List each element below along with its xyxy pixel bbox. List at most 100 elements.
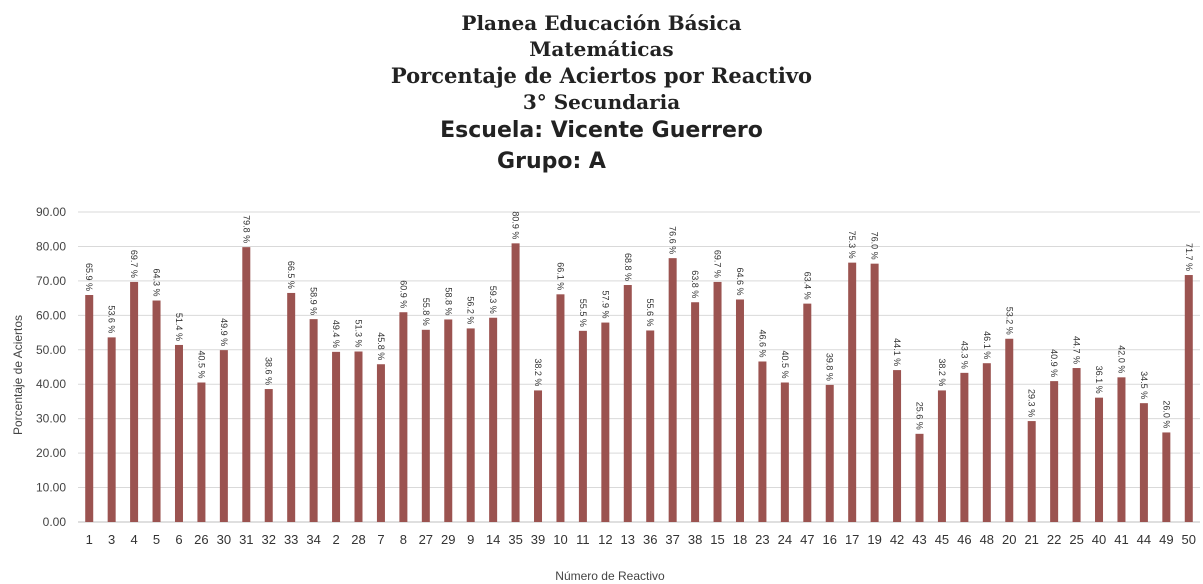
data-label: 79.8 %: [241, 215, 251, 243]
title-line-4: 3° Secundaria: [522, 90, 681, 114]
bar: [556, 294, 565, 522]
bar: [1117, 377, 1126, 522]
y-tick-label: 0.00: [43, 515, 67, 529]
bar: [1050, 381, 1059, 522]
x-tick-label: 1: [86, 532, 93, 547]
x-tick-label: 27: [419, 532, 433, 547]
data-label: 58.8 %: [443, 287, 453, 315]
bar: [197, 382, 206, 522]
bar: [489, 317, 498, 522]
bar: [534, 390, 543, 522]
title-line-3: Porcentaje de Aciertos por Reactivo: [390, 63, 813, 88]
x-tick-label: 35: [508, 532, 522, 547]
data-label: 49.9 %: [219, 318, 229, 346]
bar: [1072, 368, 1081, 522]
x-tick-label: 50: [1182, 532, 1196, 547]
x-tick-label: 29: [441, 532, 455, 547]
x-tick-label: 13: [621, 532, 635, 547]
x-tick-label: 10: [553, 532, 567, 547]
data-label: 58.9 %: [309, 287, 319, 315]
data-label: 39.8 %: [825, 353, 835, 381]
data-label: 56.2 %: [466, 296, 476, 324]
y-axis-label: Porcentaje de Aciertos: [11, 315, 25, 435]
bar: [960, 372, 969, 522]
bar: [893, 370, 902, 522]
x-tick-label: 44: [1137, 532, 1151, 547]
x-tick-label: 48: [980, 532, 994, 547]
x-tick-label: 41: [1114, 532, 1128, 547]
x-tick-label: 42: [890, 532, 904, 547]
x-tick-label: 21: [1024, 532, 1038, 547]
bar: [466, 328, 475, 522]
y-tick-label: 80.00: [36, 239, 66, 253]
bar: [1005, 338, 1014, 522]
x-tick-label: 45: [935, 532, 949, 547]
data-label: 46.6 %: [757, 329, 767, 357]
bar: [735, 299, 744, 522]
data-label: 76.6 %: [668, 226, 678, 254]
data-label: 65.9 %: [84, 263, 94, 291]
data-label: 57.9 %: [600, 291, 610, 319]
x-tick-label: 8: [400, 532, 407, 547]
bar: [264, 389, 273, 522]
data-label: 55.6 %: [645, 298, 655, 326]
bar: [758, 361, 767, 522]
x-tick-label: 2: [332, 532, 339, 547]
bar: [578, 330, 587, 522]
data-label: 25.6 %: [915, 402, 925, 430]
data-label: 43.3 %: [959, 341, 969, 369]
bar: [1095, 397, 1104, 522]
data-label: 45.8 %: [376, 332, 386, 360]
x-tick-label: 46: [957, 532, 971, 547]
data-label: 53.2 %: [1004, 307, 1014, 335]
chart-title-block: Planea Educación Básica Matemáticas Porc…: [0, 10, 1203, 177]
data-label: 80.9 %: [511, 211, 521, 239]
x-tick-label: 9: [467, 532, 474, 547]
x-tick-label: 7: [377, 532, 384, 547]
data-label: 63.8 %: [690, 270, 700, 298]
x-tick-label: 3: [108, 532, 115, 547]
group-label: Grupo: A: [497, 149, 606, 174]
bar: [219, 350, 228, 522]
y-tick-label: 40.00: [36, 377, 66, 391]
data-label: 42.0 %: [1116, 345, 1126, 373]
x-tick-label: 11: [576, 532, 590, 547]
data-label: 38.2 %: [937, 358, 947, 386]
data-label: 64.6 %: [735, 267, 745, 295]
data-label: 40.9 %: [1049, 349, 1059, 377]
bar: [421, 329, 430, 522]
data-label: 55.5 %: [578, 299, 588, 327]
x-tick-label: 23: [755, 532, 769, 547]
x-tick-label: 30: [217, 532, 231, 547]
bar: [848, 262, 857, 522]
data-label: 36.1 %: [1094, 366, 1104, 394]
x-tick-label: 22: [1047, 532, 1061, 547]
bars: [85, 243, 1193, 522]
bar: [107, 337, 116, 522]
bar: [870, 263, 879, 522]
x-tick-label: 6: [175, 532, 182, 547]
bar: [937, 390, 946, 522]
bar: [803, 303, 812, 522]
x-tick-label: 24: [778, 532, 792, 547]
x-tick-label: 12: [598, 532, 612, 547]
x-tick-label: 5: [153, 532, 160, 547]
x-tick-label: 49: [1159, 532, 1173, 547]
bar: [354, 351, 363, 522]
data-label: 69.7 %: [713, 250, 723, 278]
bar: [1184, 275, 1193, 522]
data-label: 66.5 %: [286, 261, 296, 289]
y-tick-label: 30.00: [36, 412, 66, 426]
y-tick-label: 90.00: [36, 205, 66, 219]
bar: [982, 363, 991, 522]
data-label: 40.5 %: [196, 350, 206, 378]
title-line-2: Matemáticas: [529, 37, 674, 61]
bar: [444, 319, 453, 522]
bar: [915, 433, 924, 522]
bar: [623, 285, 632, 522]
y-tick-label: 10.00: [36, 481, 66, 495]
data-label: 46.1 %: [982, 331, 992, 359]
data-label: 63.4 %: [802, 272, 812, 300]
data-label: 38.2 %: [533, 358, 543, 386]
